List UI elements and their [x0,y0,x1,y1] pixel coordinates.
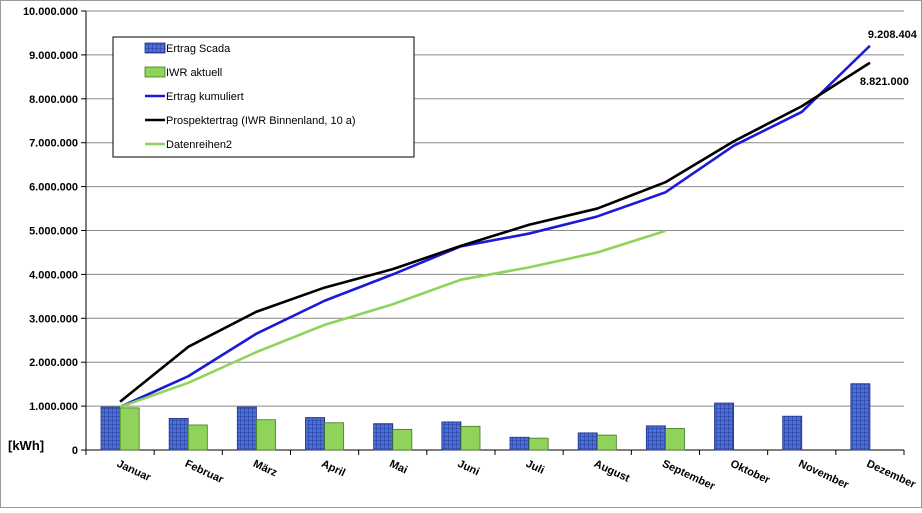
line-series-layer [119,44,871,409]
y-tick-label: 3.000.000 [29,313,78,325]
bar-ertrag-scada [236,406,257,451]
bar-ertrag-scada [373,423,394,451]
line-ertrag-kumuliert [119,44,871,409]
line-prospektertrag-iwr-binnenland-10-a [119,61,871,403]
y-tick-label: 0 [72,445,78,457]
legend-label-prospektertrag-iwr-binnenland-10-a: Prospektertrag (IWR Binnenland, 10 a) [166,115,356,127]
y-tick-label: 1.000.000 [29,401,78,413]
x-tick-label: März [251,458,279,480]
end-value-label-ertrag-kumuliert: 9.208.404 [868,29,918,41]
y-tick-label: 7.000.000 [29,138,78,150]
x-tick-label: August [592,458,632,485]
x-tick-label: Januar [115,458,153,484]
y-tick-label: 8.000.000 [29,94,78,106]
legend-label-iwr-aktuell: IWR aktuell [166,67,222,79]
x-tick-label: Juni [456,458,482,478]
bar-ertrag-scada [441,421,462,451]
bar-ertrag-scada [509,436,530,451]
bar-iwr-aktuell [596,434,617,451]
bar-iwr-aktuell [119,407,140,451]
bar-ertrag-scada [714,402,734,451]
x-tick-label: Februar [183,458,226,486]
bar-ertrag-scada [100,406,121,451]
y-tick-label: 9.000.000 [29,50,78,62]
bar-ertrag-scada [168,417,189,451]
bar-ertrag-scada [305,417,325,451]
x-tick-label: Dezember [865,458,918,491]
x-tick-label: Oktober [728,458,772,487]
legend: Ertrag Scada IWR aktuell Ertrag kumuliert P… [112,36,415,158]
bar-iwr-aktuell [256,419,276,451]
line-datenreihen2 [119,229,666,409]
legend-swatch-ertrag-scada [144,42,166,54]
bar-iwr-aktuell [528,437,549,451]
y-unit-label: [kWh] [8,438,44,453]
y-tick-label: 5.000.000 [29,226,78,238]
bar-iwr-aktuell [392,428,413,451]
legend-label-ertrag-scada: Ertrag Scada [166,43,231,55]
end-value-label-prospektertrag: 8.821.000 [860,76,909,88]
legend-label-ertrag-kumuliert: Ertrag kumuliert [166,91,244,103]
y-tick-label: 4.000.000 [29,269,78,281]
bar-iwr-aktuell [460,425,481,451]
bar-ertrag-scada [850,383,871,451]
bar-iwr-aktuell [187,424,208,451]
bar-ertrag-scada [577,432,598,451]
legend-label-datenreihen2: Datenreihen2 [166,139,232,151]
y-tick-label: 10.000.000 [23,6,78,18]
x-tick-label: September [660,458,717,493]
x-tick-label: Juli [524,458,546,477]
bar-iwr-aktuell [324,422,345,451]
bar-iwr-aktuell [665,428,685,451]
y-tick-label: 2.000.000 [29,357,78,369]
x-tick-label: April [319,458,347,479]
bar-series-layer [100,383,871,451]
bar-ertrag-scada [645,425,666,451]
x-tick-label: November [796,458,850,492]
x-tick-label: Mai [387,458,409,477]
y-tick-label: 6.000.000 [29,182,78,194]
legend-swatch-iwr-aktuell [144,66,166,78]
bar-ertrag-scada [782,415,803,451]
